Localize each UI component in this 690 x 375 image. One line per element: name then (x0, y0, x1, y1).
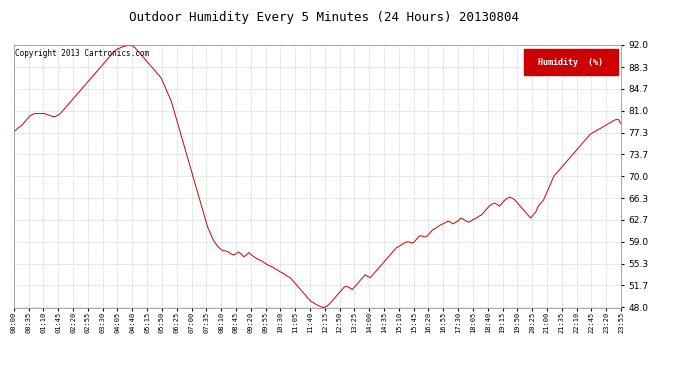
Text: Copyright 2013 Cartronics.com: Copyright 2013 Cartronics.com (15, 49, 149, 58)
Bar (524, 49, 618, 75)
Text: Humidity  (%): Humidity (%) (538, 58, 604, 67)
Text: Outdoor Humidity Every 5 Minutes (24 Hours) 20130804: Outdoor Humidity Every 5 Minutes (24 Hou… (129, 11, 520, 24)
